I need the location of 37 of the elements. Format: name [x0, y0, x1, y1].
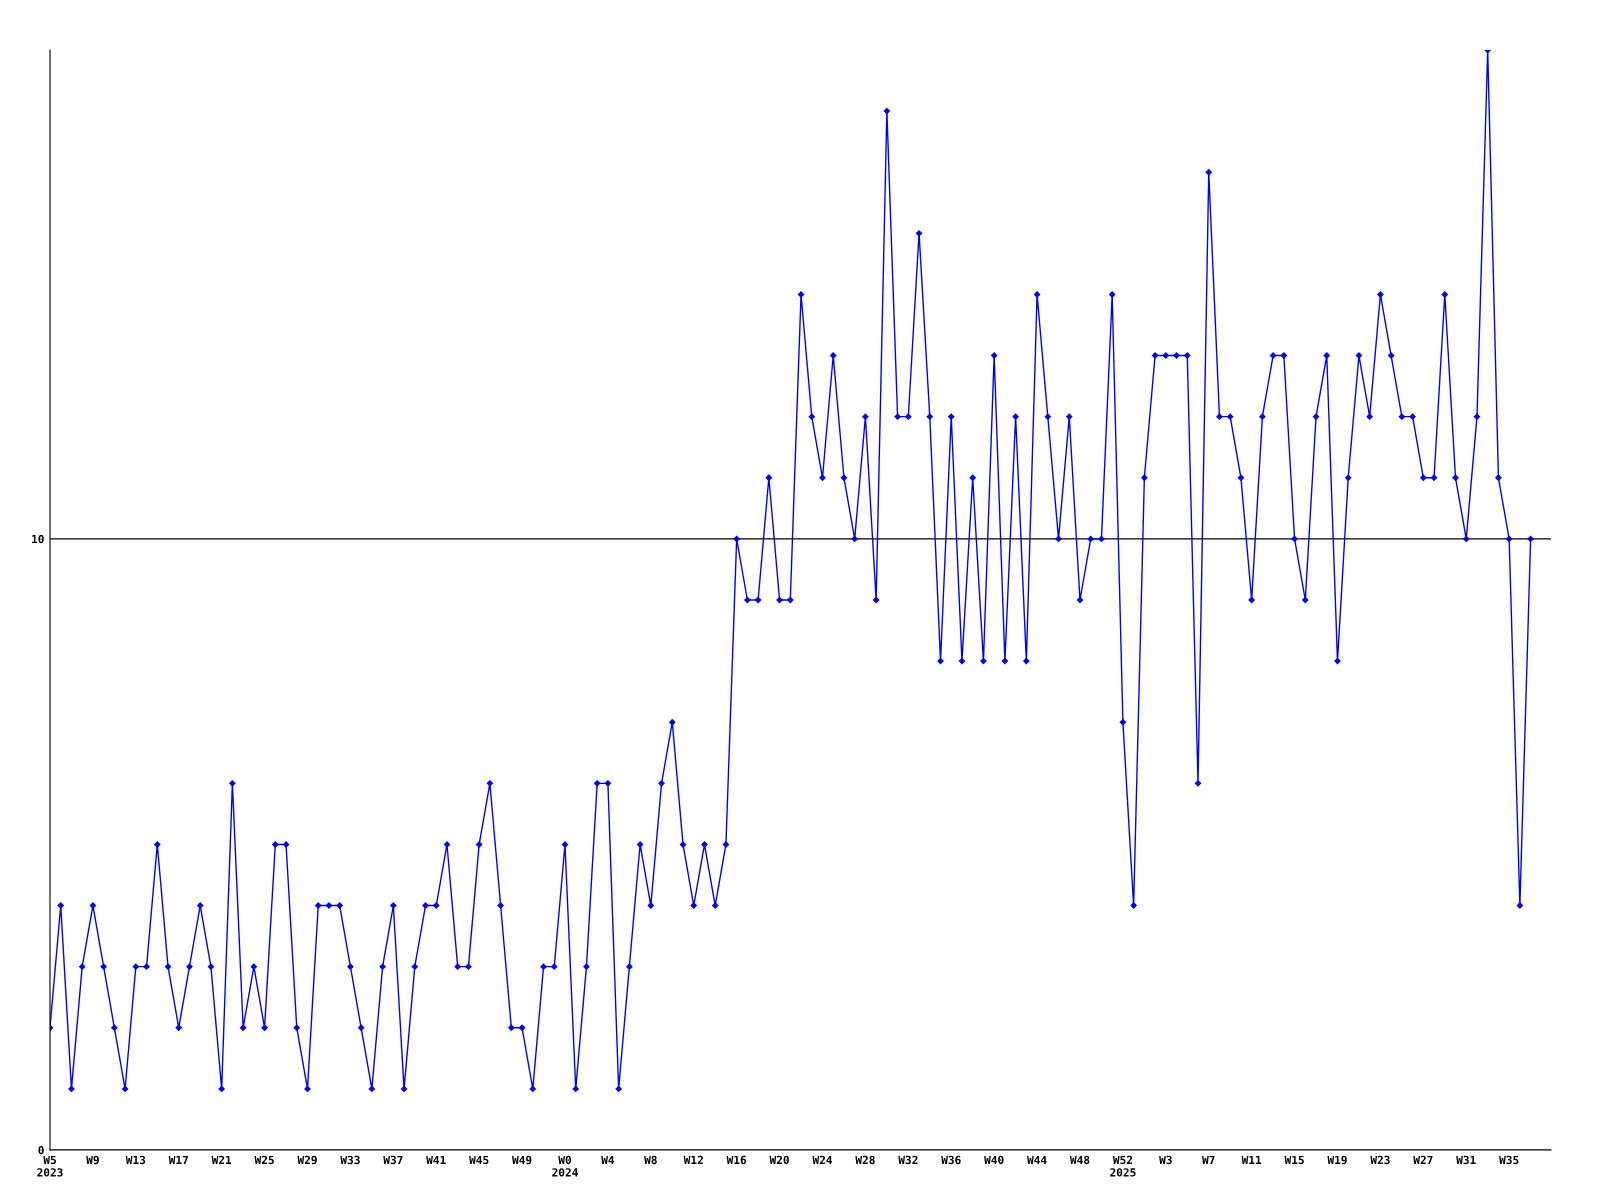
x-tick-label: W48 — [1069, 1155, 1090, 1165]
y-tick-label: 0 — [38, 1145, 44, 1155]
x-tick-label: W21 — [211, 1155, 232, 1164]
x-tick-label: W40 — [984, 1155, 1004, 1165]
y-tick-label: 10 — [32, 534, 44, 544]
x-tick-label: W29 — [297, 1155, 317, 1165]
x-tick-label: W32 — [898, 1155, 918, 1165]
x-tick-label: W7 — [1202, 1155, 1215, 1164]
x-tick-label: W3 — [1159, 1155, 1172, 1165]
x-tick-label: W27 — [1413, 1155, 1433, 1164]
x-tick-label: W35 — [1499, 1155, 1519, 1165]
x-tick-label: W23 — [1370, 1155, 1390, 1165]
x-tick-label: W5 2023 — [37, 1155, 63, 1177]
x-tick-label: W20 — [769, 1155, 789, 1165]
x-tick-label: W25 — [254, 1155, 274, 1165]
x-tick-label: W45 — [469, 1155, 489, 1165]
x-tick-label: W16 — [726, 1155, 747, 1165]
x-tick-label: W8 — [644, 1155, 657, 1165]
x-tick-label: W31 — [1456, 1155, 1476, 1165]
x-tick-label: W0 2024 — [552, 1155, 578, 1177]
x-tick-label: W11 — [1241, 1155, 1262, 1164]
x-tick-label: W19 — [1327, 1155, 1347, 1165]
x-tick-label: W49 — [512, 1155, 532, 1165]
x-tick-label: W33 — [340, 1155, 360, 1165]
x-tick-label: W44 — [1027, 1155, 1047, 1164]
x-tick-label: W37 — [383, 1155, 403, 1165]
x-tick-label: W52 2025 — [1110, 1155, 1136, 1177]
x-tick-label: W15 — [1284, 1155, 1304, 1165]
x-tick-label: W9 — [86, 1155, 99, 1165]
x-tick-label: W24 — [812, 1155, 833, 1164]
x-tick-label: W17 — [168, 1155, 188, 1164]
x-tick-label: W13 — [125, 1155, 146, 1165]
x-tick-label: W41 — [426, 1155, 446, 1164]
x-tick-label: W36 — [941, 1155, 961, 1165]
x-tick-label: W4 — [601, 1155, 615, 1164]
x-tick-label: W12 — [683, 1155, 703, 1164]
x-tick-label: W28 — [855, 1155, 875, 1165]
